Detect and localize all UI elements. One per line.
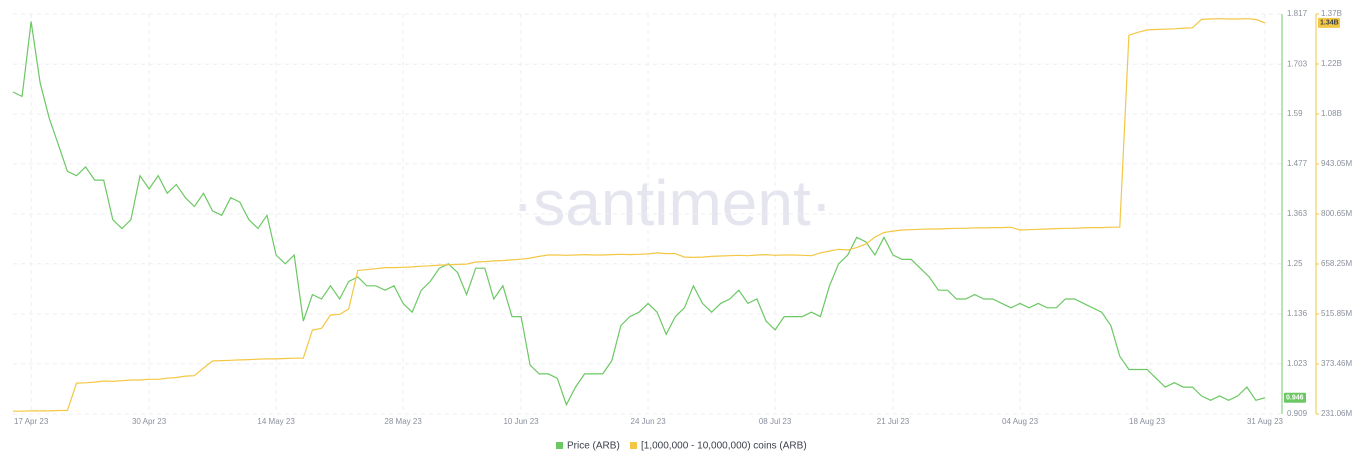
y2-tick-label: 373.46M (1321, 359, 1352, 368)
y2-tick-label: 800.65M (1321, 209, 1352, 218)
x-tick-label: 30 Apr 23 (132, 417, 167, 426)
last-value-label: 1.34B (1320, 20, 1339, 27)
y-tick-label: 1.703 (1287, 59, 1308, 68)
y2-tick-label: 1.22B (1321, 59, 1342, 68)
y2-tick-label: 658.25M (1321, 259, 1352, 268)
last-value-badge (1318, 17, 1340, 28)
y-tick-label: 1.25 (1287, 259, 1303, 268)
y2-tick-label: 515.85M (1321, 309, 1352, 318)
y2-tick-label: 231.06M (1321, 409, 1352, 418)
y2-tick-label: 1.08B (1321, 109, 1342, 118)
x-tick-label: 31 Aug 23 (1247, 417, 1284, 426)
x-tick-label: 08 Jul 23 (759, 417, 792, 426)
y2-tick-label: 943.05M (1321, 159, 1352, 168)
y-tick-label: 0.909 (1287, 409, 1308, 418)
x-tick-label: 10 Jun 23 (503, 417, 539, 426)
y-tick-label: 1.363 (1287, 209, 1308, 218)
watermark: ·santiment· (512, 167, 832, 239)
last-value-badge (1284, 392, 1306, 403)
legend-swatch (556, 442, 563, 449)
legend-label: Price (ARB) (567, 441, 620, 452)
y-tick-label: 1.136 (1287, 309, 1308, 318)
x-tick-label: 28 May 23 (384, 417, 422, 426)
x-tick-label: 17 Apr 23 (14, 417, 49, 426)
x-tick-label: 04 Aug 23 (1002, 417, 1039, 426)
x-tick-label: 21 Jul 23 (877, 417, 910, 426)
x-tick-label: 24 Jun 23 (631, 417, 667, 426)
y-tick-label: 1.477 (1287, 159, 1308, 168)
series-line (12, 21, 1266, 407)
y-tick-label: 1.817 (1287, 9, 1308, 18)
y-tick-label: 1.59 (1287, 109, 1303, 118)
last-value-label: 0.946 (1286, 395, 1304, 402)
y2-tick-label: 1.37B (1321, 9, 1342, 18)
legend-swatch (630, 442, 637, 449)
x-tick-label: 18 Aug 23 (1129, 417, 1166, 426)
legend-label: [1,000,000 - 10,000,000) coins (ARB) (641, 441, 807, 452)
y-tick-label: 1.023 (1287, 359, 1308, 368)
x-tick-label: 14 May 23 (257, 417, 295, 426)
series-line (13, 18, 1266, 412)
